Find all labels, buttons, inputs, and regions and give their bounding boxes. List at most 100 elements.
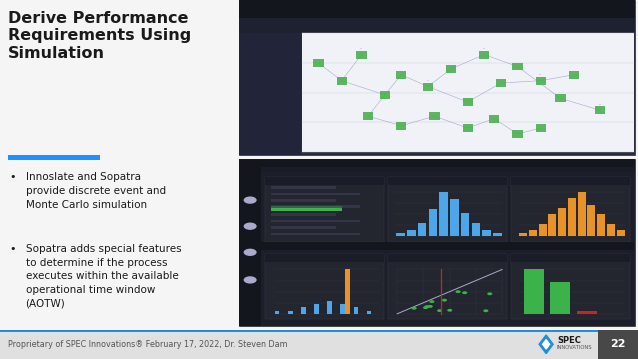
Bar bbox=[607, 224, 615, 236]
Text: Sopatra adds special features
to determine if the process
executes within the av: Sopatra adds special features to determi… bbox=[26, 244, 181, 308]
Bar bbox=[357, 51, 367, 59]
Circle shape bbox=[429, 300, 434, 303]
Bar bbox=[588, 205, 595, 236]
Circle shape bbox=[456, 290, 461, 293]
Bar bbox=[558, 208, 566, 236]
Bar bbox=[510, 255, 630, 262]
Circle shape bbox=[484, 309, 489, 312]
Bar bbox=[489, 115, 500, 122]
Bar bbox=[302, 33, 634, 152]
Bar bbox=[341, 304, 345, 314]
Bar bbox=[597, 214, 605, 236]
Bar bbox=[239, 159, 635, 172]
Bar bbox=[313, 59, 323, 67]
Text: ...: ... bbox=[598, 102, 602, 106]
Bar bbox=[271, 206, 342, 211]
Circle shape bbox=[487, 292, 493, 295]
Bar bbox=[568, 199, 575, 236]
Bar bbox=[271, 205, 360, 208]
Bar bbox=[239, 159, 635, 326]
Bar bbox=[380, 91, 390, 99]
Text: ...: ... bbox=[360, 46, 363, 50]
Bar bbox=[510, 177, 630, 185]
Text: •: • bbox=[10, 244, 16, 254]
Bar bbox=[388, 177, 507, 242]
Text: Derive Performance
Requirements Using
Simulation: Derive Performance Requirements Using Si… bbox=[8, 11, 191, 61]
Bar bbox=[446, 65, 456, 73]
Bar bbox=[271, 220, 360, 222]
Bar bbox=[535, 77, 545, 85]
Text: 22: 22 bbox=[611, 339, 626, 349]
Bar bbox=[271, 213, 336, 216]
Text: INNOVATIONS: INNOVATIONS bbox=[557, 345, 593, 350]
Bar bbox=[275, 311, 279, 314]
Circle shape bbox=[462, 291, 467, 294]
Bar bbox=[617, 230, 625, 236]
Bar bbox=[265, 177, 384, 242]
Circle shape bbox=[412, 307, 417, 310]
Bar bbox=[288, 311, 293, 314]
Bar bbox=[524, 270, 544, 314]
Bar bbox=[345, 270, 350, 314]
Bar bbox=[418, 223, 426, 236]
Bar bbox=[261, 167, 634, 172]
Bar bbox=[512, 130, 523, 138]
Text: ...: ... bbox=[539, 72, 542, 76]
Text: Proprietary of SPEC Innovations® February 17, 2022, Dr. Steven Dam: Proprietary of SPEC Innovations® Februar… bbox=[8, 340, 287, 349]
Text: ...: ... bbox=[482, 46, 486, 50]
Bar bbox=[239, 33, 300, 155]
Bar bbox=[510, 177, 630, 242]
Circle shape bbox=[424, 305, 429, 308]
Bar bbox=[396, 233, 405, 236]
Circle shape bbox=[447, 309, 452, 312]
Bar bbox=[496, 79, 506, 87]
Bar bbox=[327, 301, 332, 314]
Text: •: • bbox=[10, 172, 16, 182]
Bar bbox=[353, 307, 358, 314]
Bar bbox=[440, 192, 448, 236]
Circle shape bbox=[427, 305, 433, 308]
Bar bbox=[301, 307, 306, 314]
Text: SPEC: SPEC bbox=[557, 336, 581, 345]
Circle shape bbox=[244, 223, 256, 230]
Bar bbox=[479, 51, 489, 59]
Bar bbox=[598, 330, 638, 359]
Bar bbox=[271, 186, 336, 188]
Bar bbox=[0, 330, 638, 359]
Bar bbox=[239, 0, 635, 155]
Bar bbox=[265, 255, 384, 262]
Bar bbox=[407, 229, 416, 236]
Bar bbox=[512, 62, 523, 70]
Circle shape bbox=[423, 306, 428, 309]
Bar bbox=[396, 71, 406, 79]
Bar bbox=[519, 233, 527, 236]
Bar bbox=[265, 177, 384, 185]
Polygon shape bbox=[542, 340, 549, 349]
Bar bbox=[271, 192, 360, 195]
Bar bbox=[261, 242, 634, 250]
Circle shape bbox=[244, 276, 256, 284]
Bar bbox=[461, 213, 470, 236]
Bar bbox=[388, 177, 507, 185]
Bar bbox=[551, 282, 570, 314]
Bar bbox=[271, 226, 336, 229]
Bar bbox=[265, 255, 384, 319]
Bar bbox=[471, 223, 480, 236]
Bar bbox=[538, 224, 547, 236]
Bar bbox=[8, 155, 100, 160]
Bar bbox=[363, 112, 373, 120]
Bar bbox=[239, 172, 261, 326]
Circle shape bbox=[437, 309, 442, 312]
Bar bbox=[271, 233, 360, 235]
Bar bbox=[315, 304, 319, 314]
Circle shape bbox=[442, 299, 447, 302]
Text: Innoslate and Sopatra
provide discrete event and
Monte Carlo simulation: Innoslate and Sopatra provide discrete e… bbox=[26, 172, 166, 210]
Bar bbox=[556, 94, 566, 102]
Bar bbox=[463, 124, 473, 132]
Bar bbox=[577, 311, 597, 314]
Bar bbox=[535, 124, 545, 132]
Bar bbox=[482, 229, 491, 236]
Text: ...: ... bbox=[426, 78, 429, 82]
Bar bbox=[271, 199, 336, 201]
Bar bbox=[336, 77, 346, 85]
